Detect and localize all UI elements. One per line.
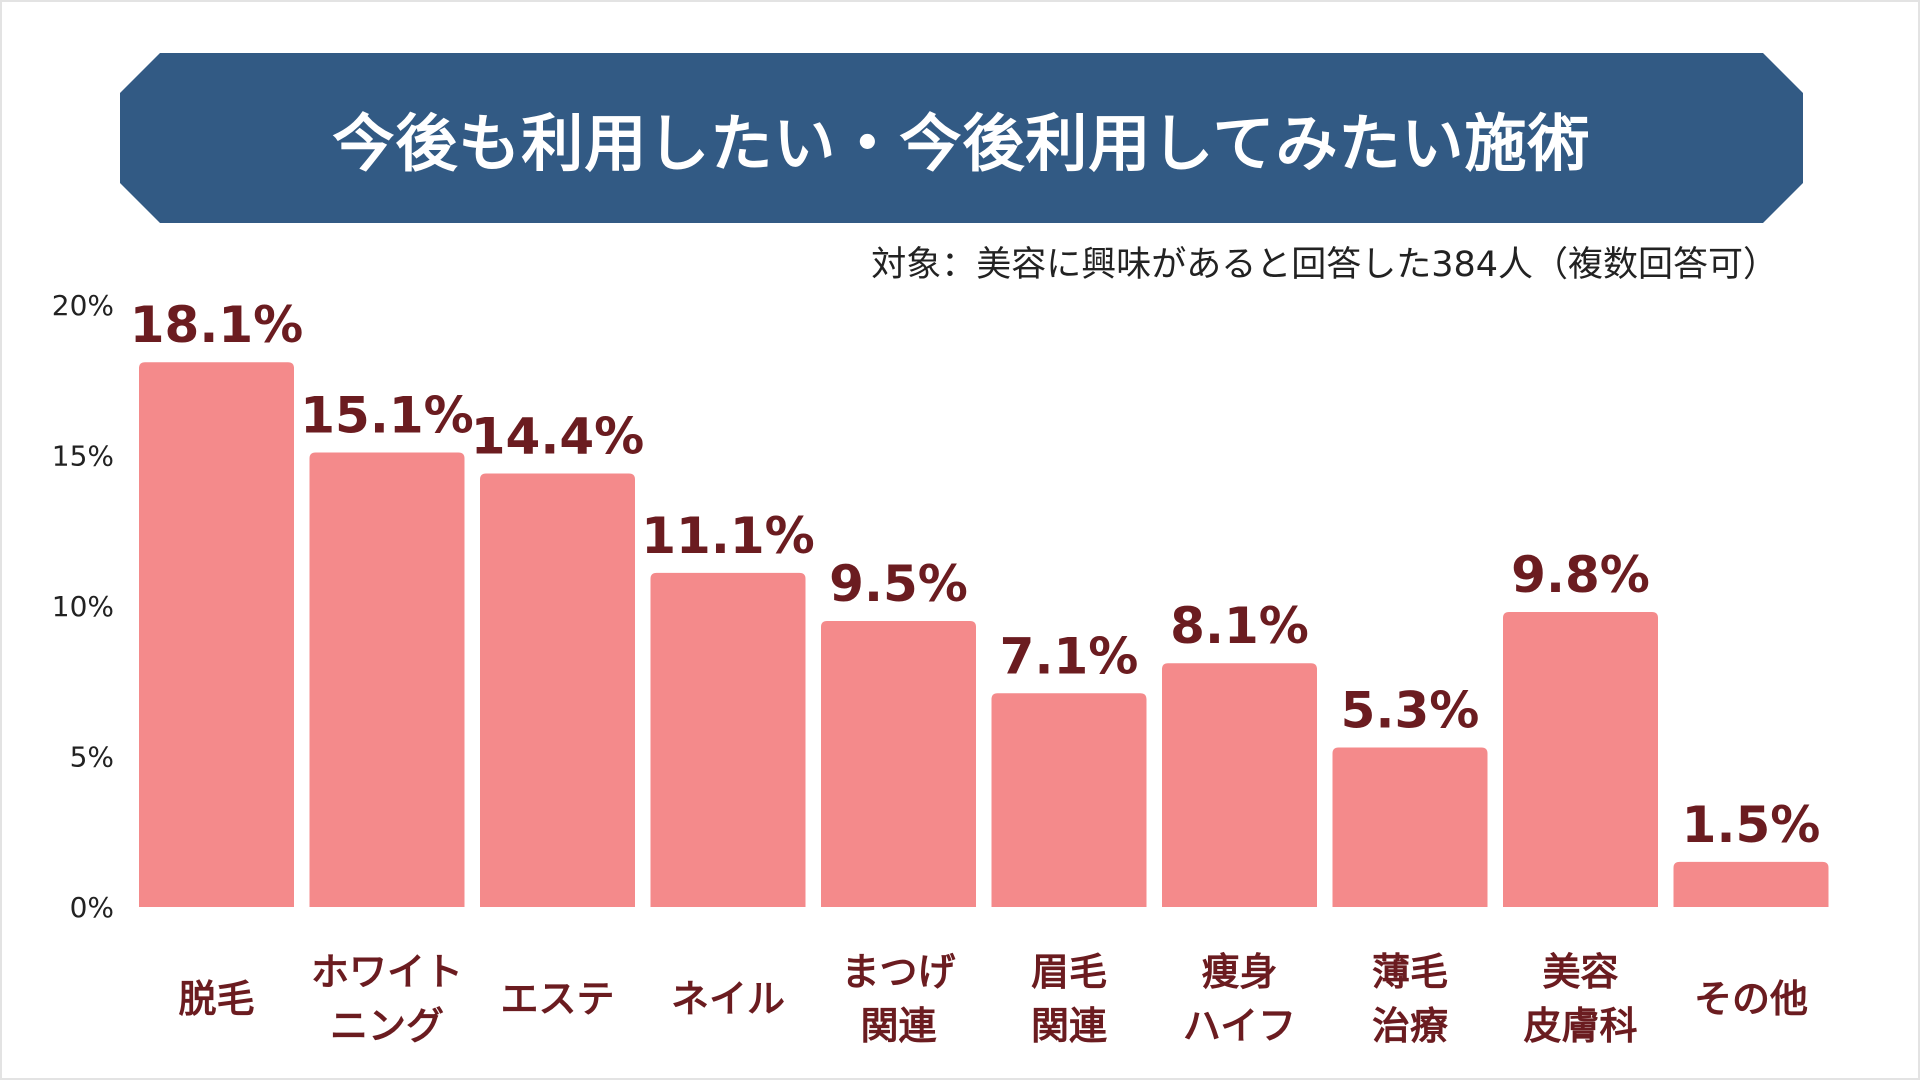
value-label: 7.1% [1000, 627, 1139, 685]
value-label: 9.5% [829, 555, 968, 613]
bar [1332, 747, 1488, 907]
category-label: 治療 [1372, 1004, 1449, 1048]
category-label: 脱毛 [178, 977, 254, 1021]
value-label: 1.5% [1682, 796, 1821, 854]
y-tick-label: 10% [52, 590, 114, 623]
bar [650, 572, 806, 907]
y-tick-label: 20% [52, 289, 114, 322]
category-label: 美容 [1542, 950, 1618, 994]
category-label: 眉毛 [1031, 950, 1107, 994]
category-label: 皮膚科 [1523, 1004, 1637, 1048]
category-label: 薄毛 [1372, 950, 1448, 994]
value-label: 18.1% [130, 296, 303, 354]
category-label: 痩身 [1201, 950, 1277, 994]
y-tick-label: 15% [52, 440, 114, 473]
y-tick-label: 5% [70, 741, 114, 774]
bar [991, 693, 1147, 907]
chart-subtitle: 対象：美容に興味があると回答した384人（複数回答可） [871, 245, 1778, 285]
category-label: ニング [330, 1004, 444, 1048]
value-label: 8.1% [1170, 597, 1309, 655]
category-label: ハイフ [1183, 1004, 1296, 1048]
bar [1162, 663, 1317, 907]
category-label: まつげ [841, 950, 955, 994]
value-label: 5.3% [1341, 681, 1480, 739]
value-label: 11.1% [641, 507, 814, 565]
bar [309, 452, 465, 907]
bar [1503, 612, 1658, 907]
bar [1673, 861, 1829, 907]
category-label: エステ [500, 977, 614, 1021]
value-label: 15.1% [300, 386, 473, 444]
category-label: ホワイト [311, 950, 463, 994]
title-banner: 今後も利用したい・今後利用してみたい施術 [120, 53, 1803, 223]
bar [139, 362, 294, 907]
value-label: 9.8% [1511, 546, 1650, 604]
y-tick-label: 0% [70, 891, 114, 924]
bar [821, 621, 976, 907]
value-label: 14.4% [471, 408, 644, 466]
bar [480, 473, 635, 907]
category-label: ネイル [671, 977, 785, 1021]
category-label: 関連 [1031, 1004, 1108, 1048]
category-label: 関連 [860, 1004, 937, 1048]
chart-title: 今後も利用したい・今後利用してみたい施術 [332, 107, 1591, 180]
category-label: その他 [1694, 977, 1808, 1021]
